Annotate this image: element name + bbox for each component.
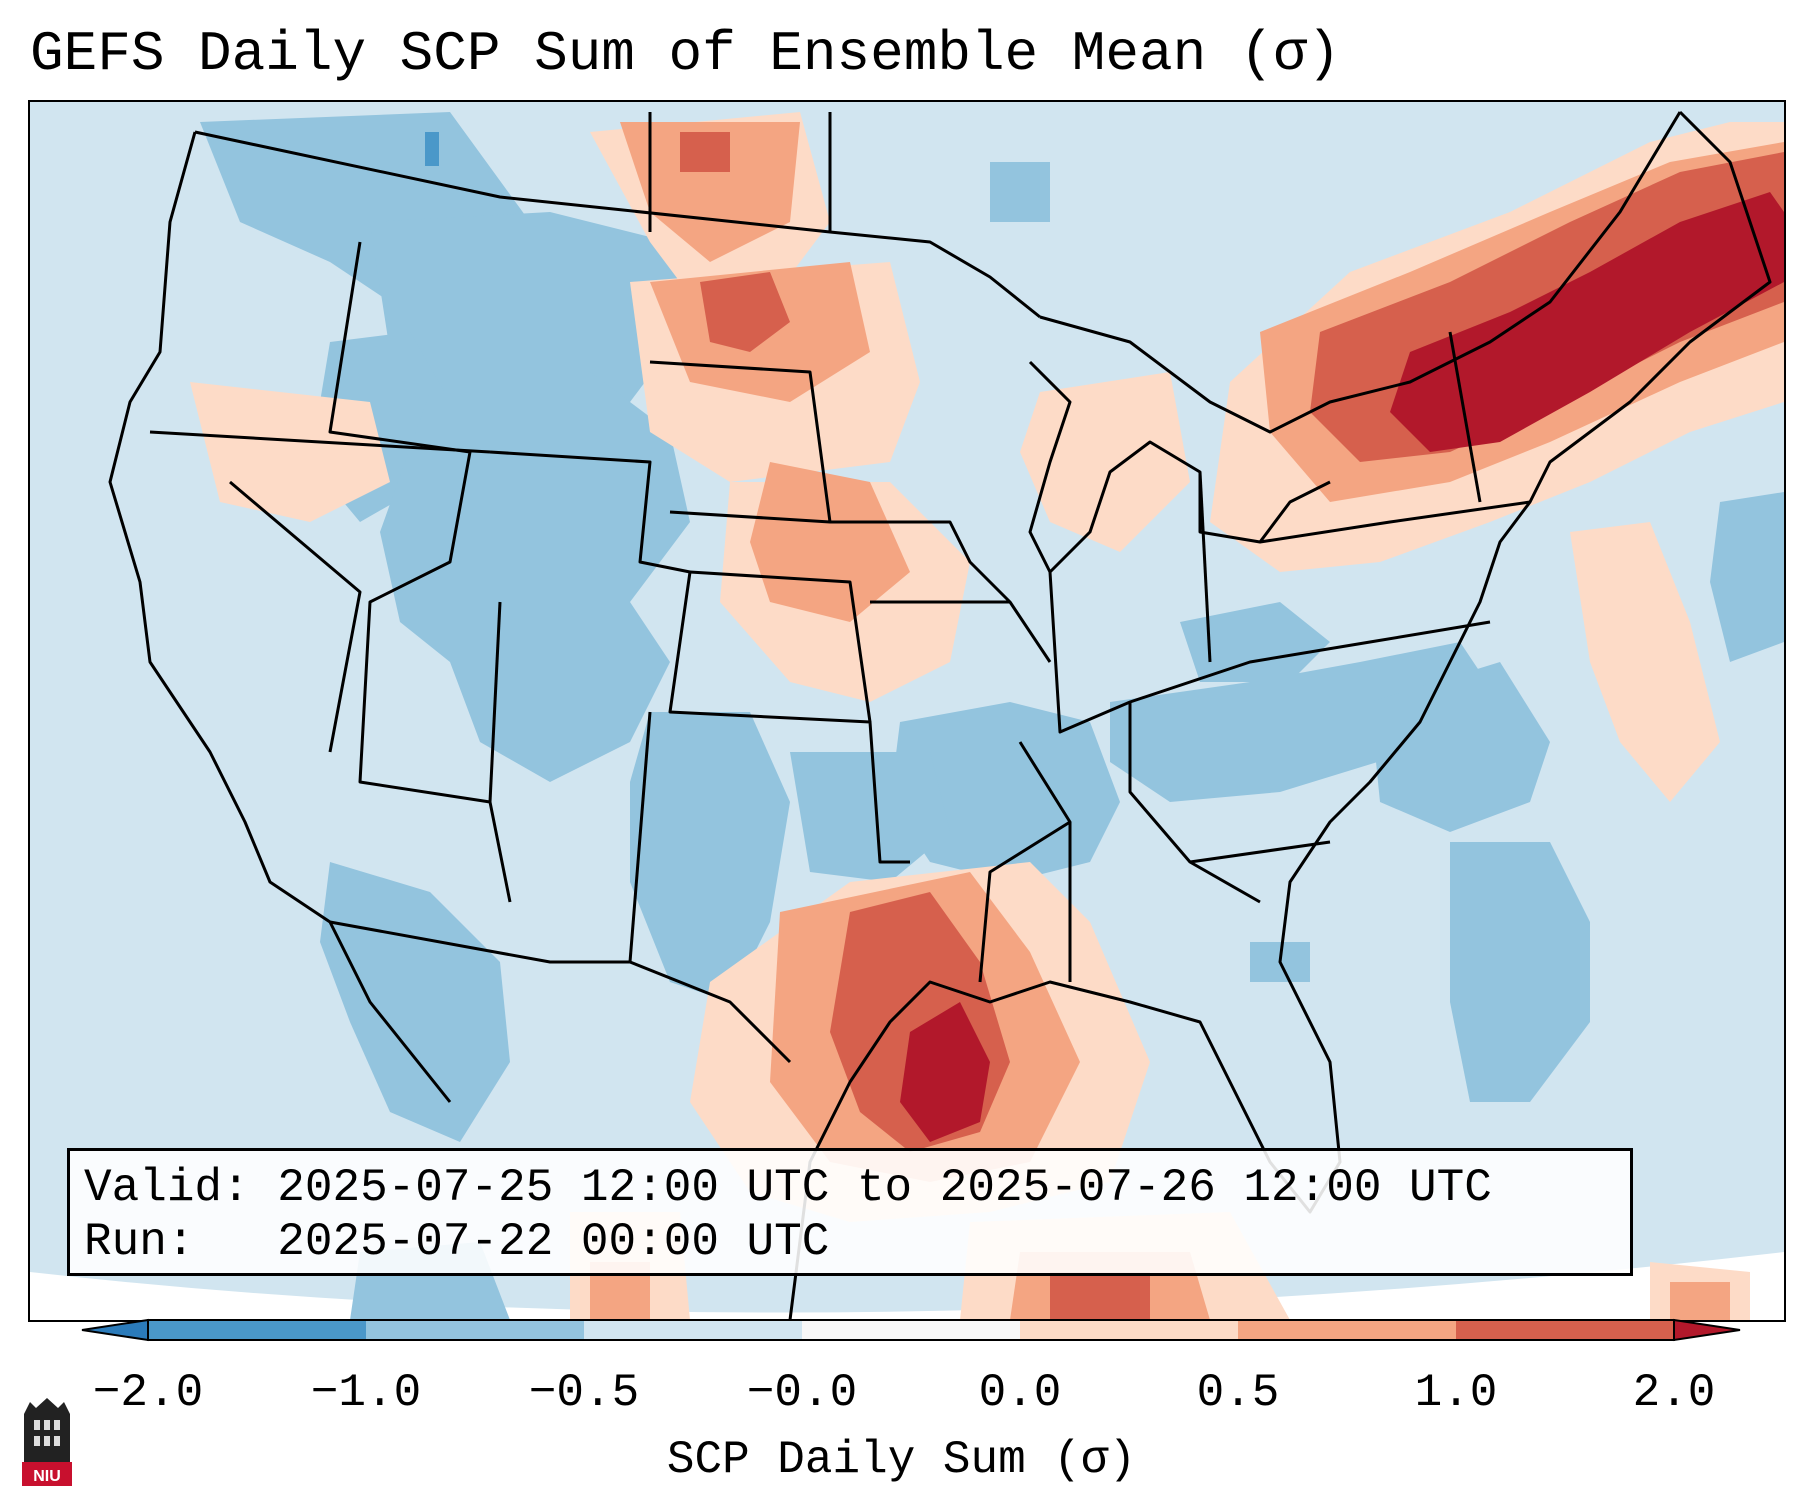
us-canada-border — [194, 130, 1041, 319]
colorbar-tick-label: 0.0 — [978, 1367, 1062, 1419]
strong-negative-cells — [425, 132, 439, 166]
colorbar-extend-low — [81, 1318, 149, 1342]
colorbar-frame — [147, 1319, 1675, 1341]
negative-anomaly-regions — [200, 112, 1784, 1320]
colorbar-tick-label: 0.5 — [1196, 1367, 1280, 1419]
colorbar-bin — [584, 1320, 803, 1340]
colorbar-tick-label: −2.0 — [92, 1367, 204, 1419]
colorbar-bin — [366, 1320, 585, 1340]
run-value: 2025-07-22 00:00 UTC — [277, 1216, 830, 1268]
colorbar-tick-label: −1.0 — [310, 1367, 422, 1419]
colorbar-tick-label: −0.0 — [746, 1367, 858, 1419]
boundary-lines — [108, 110, 1772, 1320]
colorbar-tick-label: 2.0 — [1632, 1367, 1716, 1419]
colorbar-extend-high — [1673, 1318, 1741, 1342]
map-panel — [28, 100, 1786, 1322]
map-canvas — [30, 102, 1784, 1320]
map-title: GEFS Daily SCP Sum of Ensemble Mean (σ) — [30, 22, 1341, 86]
valid-value: 2025-07-25 12:00 UTC to 2025-07-26 12:00… — [277, 1162, 1492, 1214]
colorbar-bin — [1456, 1320, 1675, 1340]
colorbar — [81, 1318, 1741, 1342]
colorbar-bin — [1238, 1320, 1457, 1340]
colorbar-bin — [148, 1320, 367, 1340]
colorbar-tick-label: 1.0 — [1414, 1367, 1498, 1419]
colorbar-bin — [1020, 1320, 1239, 1340]
valid-label: Valid: — [84, 1162, 250, 1214]
valid-run-info-box: Valid: 2025-07-25 12:00 UTC to 2025-07-2… — [67, 1148, 1633, 1276]
very-high-positive-regions — [900, 192, 1784, 1142]
atlantic-gulf-coastline — [788, 110, 1772, 1320]
logo-badge — [22, 1462, 72, 1486]
logo-text: NIU — [33, 1468, 61, 1485]
colorbar-tick-label: −0.5 — [528, 1367, 640, 1419]
colorbar-bin — [802, 1320, 1021, 1340]
run-label: Run: — [84, 1216, 195, 1268]
niu-logo: NIU — [22, 1398, 72, 1486]
colorbar-label: SCP Daily Sum (σ) — [666, 1434, 1137, 1486]
globe-edge — [30, 1252, 1784, 1320]
